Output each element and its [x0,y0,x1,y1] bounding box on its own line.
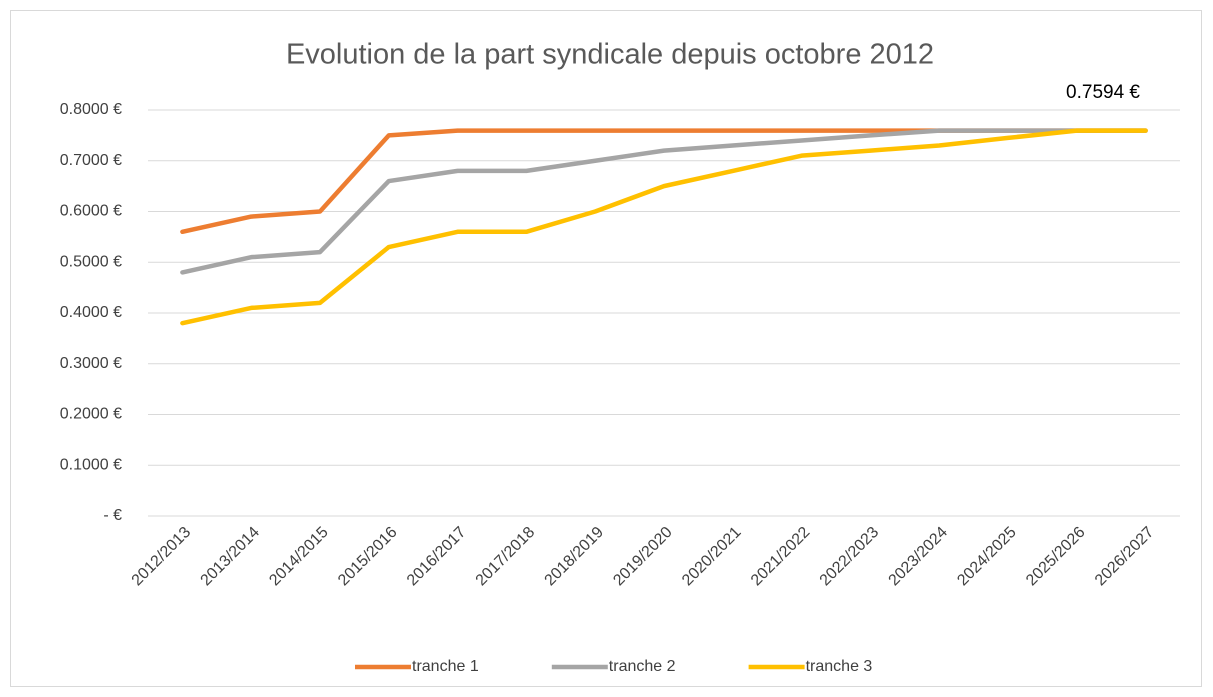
chart-title: Evolution de la part syndicale depuis oc… [286,39,934,71]
legend-label: tranche 3 [806,658,873,675]
y-tick-label: 0.3000 € [60,355,122,372]
chart-border [10,10,1202,687]
y-tick-label: 0.2000 € [60,406,122,423]
y-tick-label: - € [103,507,122,524]
y-tick-label: 0.8000 € [60,101,122,118]
legend-label: tranche 2 [609,658,676,675]
y-tick-label: 0.6000 € [60,203,122,220]
y-tick-label: 0.4000 € [60,304,122,321]
annotation: 0.7594 € [1066,82,1140,103]
y-tick-label: 0.1000 € [60,456,122,473]
y-tick-label: 0.7000 € [60,152,122,169]
series-line [180,128,1148,326]
y-tick-label: 0.5000 € [60,253,122,270]
series-line [180,128,1148,275]
legend-label: tranche 1 [412,658,479,675]
